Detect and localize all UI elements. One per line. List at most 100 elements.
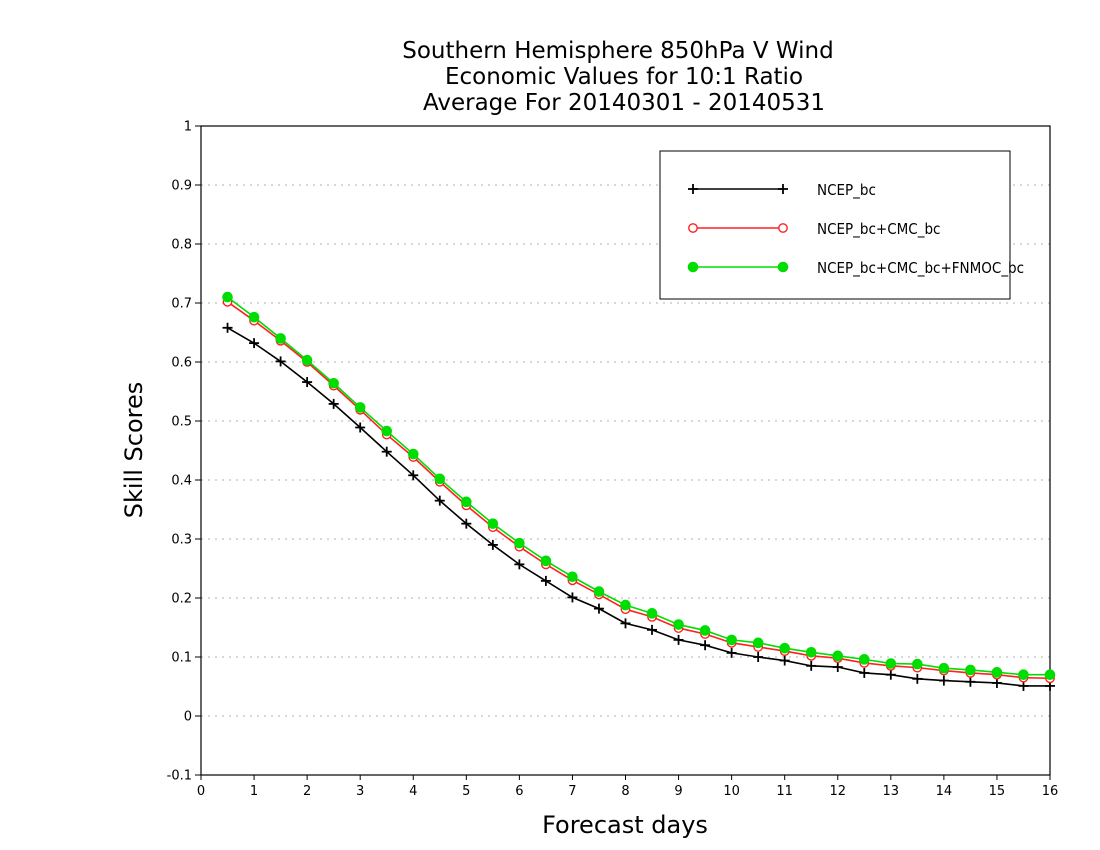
legend-marker-right [777,261,789,273]
data-point [275,356,286,367]
data-point [620,599,631,611]
data-point [991,677,1002,688]
x-tick-label: 5 [462,784,470,799]
data-point [487,518,499,529]
x-tick-label: 15 [989,784,1006,799]
x-axis-title: Forecast days [542,811,708,839]
data-point [222,322,233,333]
legend-marker-right [778,223,788,233]
data-point [381,425,393,437]
data-point [832,650,844,662]
y-tick-label: 0.5 [171,415,192,430]
x-tick-label: 8 [621,784,629,799]
series-group [222,291,1056,691]
x-tick-label: 10 [723,784,740,799]
x-tick-label: 9 [674,784,682,799]
chart-title-line-1: Southern Hemisphere 850hPa V Wind [402,38,833,64]
x-tick-label: 12 [829,784,846,799]
y-tick-label: 0.3 [171,533,192,548]
data-point [752,637,764,649]
legend-item: NCEP_bc+CMC_bc+FNMOC_bc [687,259,1024,278]
legend-marker-right [778,184,788,194]
data-point [858,654,870,665]
data-point [434,473,446,485]
data-point [567,571,578,583]
y-tick-label: 0.1 [171,651,192,666]
x-tick-label: 16 [1042,784,1059,799]
data-point [673,634,684,645]
chart-title: Southern Hemisphere 850hPa V Wind Econom… [402,38,833,116]
data-point [461,496,472,508]
data-point [514,559,525,570]
series-line [227,327,1050,687]
data-point [301,354,313,366]
data-point [248,311,260,323]
x-tick-label: 14 [936,784,953,799]
legend: NCEP_bc NCEP_bc+CMC_bc NCEP_bc+CMC_bc+FNMO… [659,150,1024,300]
legend-marker-left [688,223,698,233]
x-tick-label: 7 [568,784,576,799]
y-tick-label: 1 [184,120,192,135]
series-2 [222,296,1055,684]
x-tick-label: 13 [883,784,900,799]
chart-title-line-2: Economic Values for 10:1 Ratio [445,64,803,90]
data-point [699,625,711,636]
legend-item: NCEP_bc [688,181,876,200]
y-tick-label: 0.2 [171,592,192,607]
data-point [487,539,498,550]
y-axis-title: Skill Scores [120,382,148,519]
y-tick-label: 0.7 [171,297,192,312]
data-point [1018,680,1029,691]
series-line [227,301,1051,680]
data-point [514,537,525,549]
data-point [1018,669,1029,681]
data-point [753,652,764,662]
series-1 [222,322,1055,691]
data-point [222,291,233,303]
x-tick-label: 2 [303,784,311,799]
y-tick-label: 0.6 [171,356,192,371]
data-point [832,662,843,673]
data-point [408,470,419,481]
data-point [938,675,949,686]
legend-box [659,150,1011,300]
data-point [859,667,870,678]
data-point [354,402,366,413]
data-point [726,647,737,658]
y-tick-label: 0.9 [171,179,192,194]
x-tick-label: 3 [356,784,364,799]
x-tick-label: 11 [776,784,793,799]
y-tick-label: 0.8 [171,238,192,253]
axis-ticks: -0.100.10.20.30.40.50.60.70.80.910 1 2 3 4 5 6… [167,120,1059,800]
data-point [912,658,923,670]
data-point [779,655,790,666]
data-point [567,592,578,603]
data-point [275,333,286,344]
data-point [302,377,313,388]
data-point [991,667,1003,678]
legend-label: NCEP_bc [817,181,876,200]
data-point [540,555,552,567]
data-point [407,448,419,460]
chart-title-line-3: Average For 20140301 - 20140531 [423,90,825,116]
data-point [965,676,976,687]
series-line [227,296,1050,676]
data-point [461,518,472,529]
data-point [540,575,551,586]
data-point [1044,669,1056,681]
data-point [779,642,790,654]
data-point [593,586,605,597]
data-point [965,664,976,676]
legend-item: NCEP_bc+CMC_bc [688,220,940,239]
data-point [806,660,817,671]
data-point [355,422,366,433]
data-point [434,495,445,506]
data-point [646,608,658,619]
legend-label: NCEP_bc+CMC_bc+FNMOC_bc [817,259,1024,278]
data-point [381,446,392,457]
data-point [620,618,631,629]
data-point [647,624,658,635]
data-point [328,398,339,409]
legend-marker-left [688,184,698,194]
